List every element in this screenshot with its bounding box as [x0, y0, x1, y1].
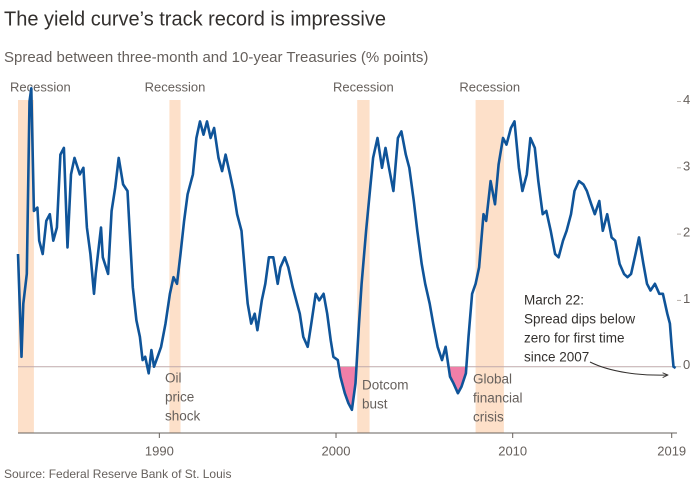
- annotation: Oil: [165, 371, 182, 386]
- annotation: crisis: [473, 410, 504, 425]
- annotation: financial: [473, 391, 523, 406]
- recession-band: [169, 100, 181, 433]
- spread-line: [16, 87, 677, 412]
- recession-band: [18, 100, 34, 433]
- annotation-arrow: [589, 361, 668, 375]
- source: Source: Federal Reserve Bank of St. Loui…: [4, 467, 231, 481]
- annotation: price: [165, 390, 194, 405]
- chart-title: The yield curve’s track record is impres…: [4, 8, 386, 30]
- x-tick-label: 2000: [322, 443, 351, 458]
- x-tick-label: 2010: [498, 443, 527, 458]
- inversion-area: [18, 366, 676, 410]
- recession-label: Recession: [333, 79, 394, 94]
- y-tick-label: 2: [683, 225, 690, 240]
- annotation: bust: [362, 397, 388, 412]
- chart-subtitle: Spread between three-month and 10-year T…: [4, 49, 428, 66]
- y-tick-label: 4: [683, 92, 690, 107]
- recession-label: Recession: [459, 79, 520, 94]
- annotation: Spread dips below: [524, 312, 635, 327]
- x-tick-label: 2019: [657, 443, 686, 458]
- marks: Oil price shock Dotcom bust Global financial cr…: [16, 87, 677, 425]
- x-tick-label: 1990: [145, 443, 174, 458]
- annotation: March 22:: [524, 293, 584, 308]
- annotation: Global: [473, 372, 512, 387]
- annotation: Dotcom: [362, 378, 409, 393]
- y-tick-label: 1: [683, 291, 690, 306]
- y-tick-label: 0: [683, 357, 690, 372]
- recession-bands: [18, 100, 504, 433]
- annotation: zero for first time: [524, 331, 625, 346]
- annotation: shock: [165, 409, 201, 424]
- y-tick-label: 3: [683, 158, 690, 173]
- recession-label: Recession: [145, 79, 206, 94]
- recession-label: Recession: [10, 79, 71, 94]
- annotation: since 2007: [524, 350, 589, 365]
